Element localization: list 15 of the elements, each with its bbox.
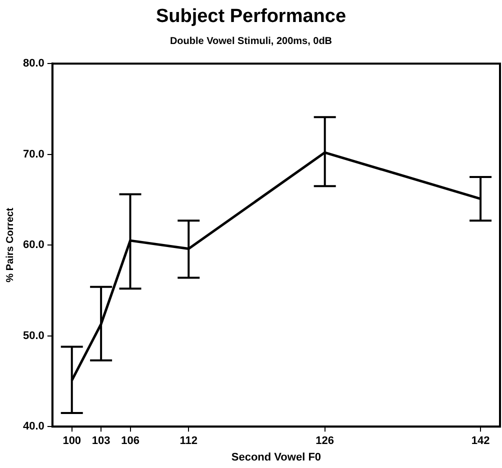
y-tick-label: 70.0 — [22, 148, 44, 160]
x-tick-label: 126 — [316, 435, 334, 448]
x-axis-title: Second Vowel F0 — [231, 451, 322, 464]
chart-subtitle: Double Vowel Stimuli, 200ms, 0dB — [168, 36, 334, 47]
x-tick-label: 112 — [180, 435, 198, 448]
y-tick-label: 60.0 — [22, 239, 44, 252]
x-tick-label: 103 — [92, 435, 110, 448]
y-tick-label: 50.0 — [22, 330, 44, 342]
x-tick-label: 106 — [121, 435, 140, 448]
y-tick-label: 80.0 — [22, 58, 44, 70]
y-tick-label: 40.0 — [22, 420, 44, 433]
x-tick-label: 142 — [471, 435, 490, 448]
chart-title: Subject Performance — [154, 6, 348, 28]
x-tick-label: 100 — [62, 435, 82, 448]
y-axis-title: % Pairs Correct — [4, 207, 16, 282]
